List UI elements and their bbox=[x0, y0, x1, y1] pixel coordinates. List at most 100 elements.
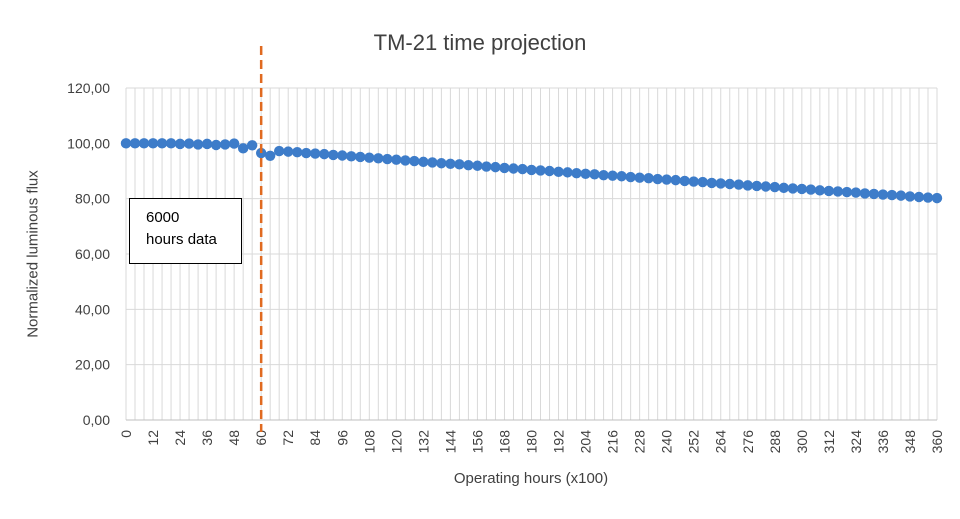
data-point bbox=[192, 139, 204, 150]
data-point bbox=[589, 169, 600, 180]
data-point bbox=[255, 147, 267, 159]
annotation-line-1: 6000 bbox=[146, 209, 180, 226]
data-point bbox=[562, 167, 573, 178]
data-point bbox=[634, 172, 645, 183]
data-point bbox=[310, 148, 321, 159]
data-point bbox=[355, 151, 366, 163]
x-tick-label: 228 bbox=[632, 430, 648, 454]
data-point bbox=[156, 138, 168, 149]
data-point bbox=[337, 150, 348, 161]
data-point bbox=[679, 175, 690, 187]
data-point bbox=[823, 185, 835, 197]
data-point bbox=[526, 164, 537, 176]
data-point bbox=[796, 183, 808, 195]
data-point bbox=[922, 192, 934, 203]
data-point bbox=[724, 178, 735, 190]
x-tick-label: 276 bbox=[740, 430, 756, 454]
data-point bbox=[886, 189, 898, 201]
x-tick-label: 312 bbox=[821, 430, 837, 454]
y-tick-label: 60,00 bbox=[75, 246, 110, 262]
annotation-box: 6000 hours data bbox=[129, 198, 242, 264]
x-tick-label: 300 bbox=[794, 430, 810, 454]
data-point bbox=[607, 170, 618, 181]
data-point bbox=[237, 143, 249, 154]
data-point bbox=[138, 138, 150, 149]
x-tick-label: 168 bbox=[496, 430, 512, 454]
data-point bbox=[264, 150, 276, 161]
data-point bbox=[463, 159, 474, 171]
data-point bbox=[454, 159, 465, 170]
x-tick-label: 24 bbox=[172, 430, 188, 446]
data-point bbox=[553, 166, 564, 178]
data-point bbox=[670, 174, 681, 186]
data-point bbox=[490, 161, 501, 173]
data-point bbox=[616, 171, 627, 182]
data-point bbox=[904, 191, 916, 202]
data-point bbox=[697, 176, 708, 188]
data-point bbox=[174, 138, 186, 150]
data-point bbox=[418, 156, 429, 168]
x-tick-label: 360 bbox=[929, 430, 945, 454]
x-tick-label: 84 bbox=[307, 430, 323, 446]
data-point bbox=[219, 139, 231, 150]
x-tick-label: 60 bbox=[253, 430, 269, 446]
data-point bbox=[832, 186, 844, 197]
data-point bbox=[508, 163, 519, 174]
data-point bbox=[129, 138, 141, 149]
data-point bbox=[661, 174, 672, 185]
x-tick-label: 180 bbox=[524, 430, 540, 454]
data-point bbox=[165, 138, 177, 149]
data-point bbox=[535, 165, 546, 176]
y-tick-label: 80,00 bbox=[75, 191, 110, 207]
data-point bbox=[273, 145, 285, 157]
data-point bbox=[391, 154, 402, 165]
data-point bbox=[210, 139, 222, 151]
y-tick-label: 40,00 bbox=[75, 301, 110, 317]
x-tick-label: 192 bbox=[551, 430, 567, 454]
chart-title: TM-21 time projection bbox=[373, 30, 587, 55]
x-tick-label: 156 bbox=[469, 430, 485, 454]
data-point bbox=[544, 165, 555, 177]
data-point bbox=[733, 179, 744, 190]
data-point bbox=[625, 171, 636, 183]
data-point bbox=[301, 147, 312, 159]
data-point bbox=[246, 140, 258, 151]
data-point bbox=[292, 146, 303, 158]
data-point bbox=[913, 191, 925, 203]
y-tick-label: 0,00 bbox=[83, 412, 110, 428]
x-tick-label: 252 bbox=[686, 430, 702, 454]
data-point bbox=[328, 149, 339, 161]
x-tick-label: 348 bbox=[902, 430, 918, 454]
data-point bbox=[427, 157, 438, 168]
x-tick-label: 108 bbox=[361, 430, 377, 454]
data-point bbox=[400, 155, 411, 166]
data-point bbox=[787, 183, 799, 194]
x-tick-label: 96 bbox=[334, 430, 350, 446]
annotation-line-2: hours data bbox=[146, 231, 217, 248]
data-point bbox=[409, 155, 420, 167]
data-point bbox=[814, 185, 826, 196]
x-tick-label: 144 bbox=[442, 430, 458, 454]
data-point bbox=[643, 172, 654, 184]
data-point bbox=[445, 158, 456, 170]
y-tick-label: 100,00 bbox=[67, 135, 110, 151]
data-point bbox=[868, 188, 880, 200]
data-point bbox=[147, 138, 159, 149]
data-point bbox=[517, 163, 528, 175]
x-tick-label: 288 bbox=[767, 430, 783, 454]
data-point bbox=[850, 187, 862, 198]
data-point bbox=[346, 151, 357, 162]
data-point bbox=[382, 153, 393, 165]
x-tick-label: 72 bbox=[280, 430, 296, 446]
y-tick-label: 20,00 bbox=[75, 357, 110, 373]
data-point bbox=[319, 148, 330, 160]
data-point bbox=[120, 138, 132, 149]
data-point bbox=[877, 189, 889, 200]
data-point bbox=[183, 138, 195, 149]
data-point bbox=[598, 169, 609, 181]
data-point bbox=[805, 184, 817, 195]
data-point bbox=[760, 181, 771, 192]
x-tick-label: 336 bbox=[875, 430, 891, 454]
data-point bbox=[931, 192, 943, 204]
